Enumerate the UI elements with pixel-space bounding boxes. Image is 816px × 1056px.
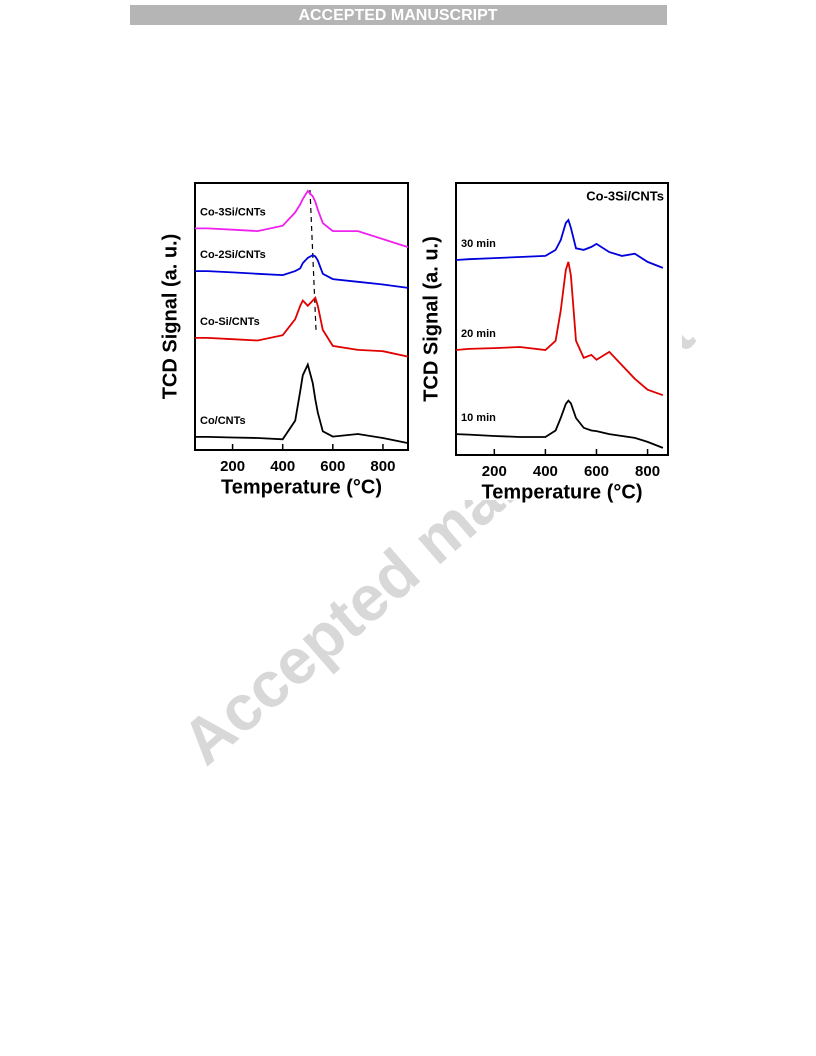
y-axis-label: TCD Signal (a. u.) (420, 236, 442, 402)
x-tick-label: 600 (320, 458, 345, 475)
x-tick-label: 400 (270, 458, 295, 475)
x-tick-label: 200 (482, 463, 507, 480)
x-tick-label: 400 (533, 463, 558, 480)
y-axis-label: TCD Signal (a. u.) (159, 234, 181, 400)
plot-frame (455, 182, 669, 456)
x-axis-label: Temperature (°C) (482, 481, 643, 503)
figure-background (160, 172, 682, 500)
x-tick-label: 200 (220, 458, 245, 475)
x-tick-label: 800 (635, 463, 660, 480)
x-tick-label: 600 (584, 463, 609, 480)
series-label: 20 min (461, 328, 496, 340)
header: ACCEPTED MANUSCRIPT (298, 7, 497, 24)
header-bar (130, 5, 667, 25)
series-line (455, 261, 664, 397)
series-label: Co-3Si/CNTs (200, 206, 266, 218)
series-line (455, 399, 664, 449)
plot-frame (194, 182, 409, 451)
series-line (455, 218, 664, 269)
series-line (195, 361, 409, 444)
series-label: Co-2Si/CNTs (200, 249, 266, 261)
series-line (195, 296, 409, 358)
series-line (195, 254, 409, 289)
chart-title: Co-3Si/CNTs (586, 188, 664, 203)
series-label: 30 min (461, 238, 496, 250)
series-label: Co-Si/CNTs (200, 316, 260, 328)
x-tick-label: 800 (370, 458, 395, 475)
series-label: Co/CNTs (200, 415, 246, 427)
series-line (195, 189, 409, 248)
series-label: 10 min (461, 412, 496, 424)
x-axis-label: Temperature (°C) (221, 476, 382, 498)
